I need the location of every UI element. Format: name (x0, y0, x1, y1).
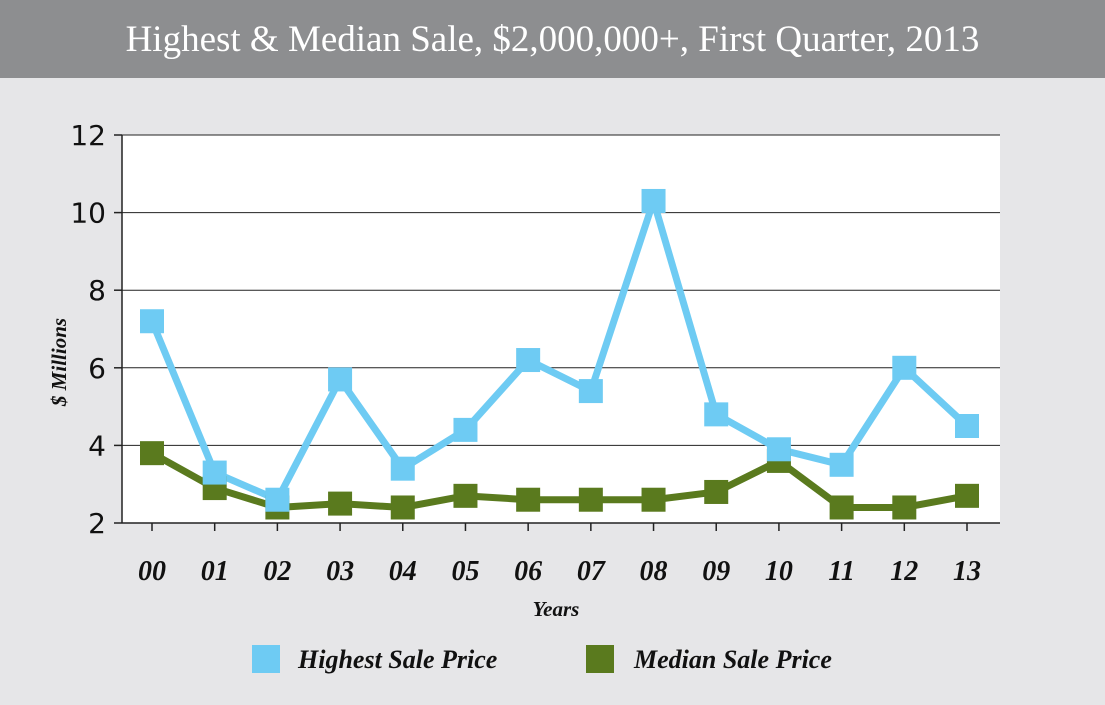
point-highest-06 (516, 348, 541, 373)
point-median-12 (892, 495, 917, 520)
point-median-06 (516, 487, 541, 512)
legend-swatch-median (586, 645, 614, 673)
x-tick-label: 13 (953, 556, 981, 587)
x-tick-label: 04 (389, 556, 417, 587)
x-tick-label: 11 (828, 556, 854, 587)
x-axis-title: Years (533, 597, 580, 621)
point-median-07 (578, 487, 603, 512)
point-median-00 (140, 441, 164, 466)
point-median-13 (955, 483, 979, 508)
point-median-08 (641, 487, 666, 512)
point-median-05 (453, 483, 478, 508)
x-tick-label: 07 (577, 556, 606, 587)
y-tick-label: 6 (88, 352, 106, 385)
legend-swatch-highest (252, 645, 280, 673)
x-tick-label: 01 (201, 556, 229, 587)
x-tick-label: 06 (514, 556, 542, 587)
point-highest-00 (140, 309, 164, 334)
point-highest-07 (578, 379, 603, 404)
x-tick-label: 09 (702, 556, 730, 587)
y-tick-label: 8 (88, 274, 106, 307)
point-median-03 (328, 491, 353, 516)
point-median-09 (704, 479, 729, 504)
y-tick-label: 4 (88, 429, 106, 462)
point-highest-02 (265, 487, 290, 512)
point-highest-08 (641, 188, 666, 213)
point-highest-03 (328, 367, 353, 392)
point-highest-11 (829, 452, 854, 477)
point-highest-13 (955, 414, 979, 438)
legend-label-median: Median Sale Price (633, 645, 832, 674)
title-bar: Highest & Median Sale, $2,000,000+, Firs… (0, 0, 1105, 78)
x-tick-label: 02 (263, 556, 291, 587)
point-highest-04 (390, 456, 415, 481)
chart-title: Highest & Median Sale, $2,000,000+, Firs… (125, 18, 980, 60)
x-tick-label: 10 (765, 556, 793, 587)
point-highest-10 (766, 437, 791, 462)
point-highest-01 (202, 460, 227, 485)
x-tick-label: 00 (138, 556, 166, 587)
legend-label-highest: Highest Sale Price (297, 645, 497, 674)
y-axis-title: $ Millions (47, 318, 71, 407)
y-tick-label: 12 (70, 119, 106, 152)
x-tick-label: 03 (326, 556, 354, 587)
y-tick-label: 10 (70, 197, 106, 230)
x-tick-label: 05 (451, 556, 479, 587)
x-tick-label: 08 (640, 556, 668, 587)
plot-area (122, 135, 1000, 523)
point-highest-12 (892, 355, 917, 380)
point-median-04 (390, 495, 415, 520)
point-median-11 (829, 495, 854, 520)
y-tick-label: 2 (88, 507, 106, 540)
point-highest-05 (453, 417, 478, 442)
x-tick-label: 12 (890, 556, 918, 587)
point-highest-09 (704, 402, 729, 427)
